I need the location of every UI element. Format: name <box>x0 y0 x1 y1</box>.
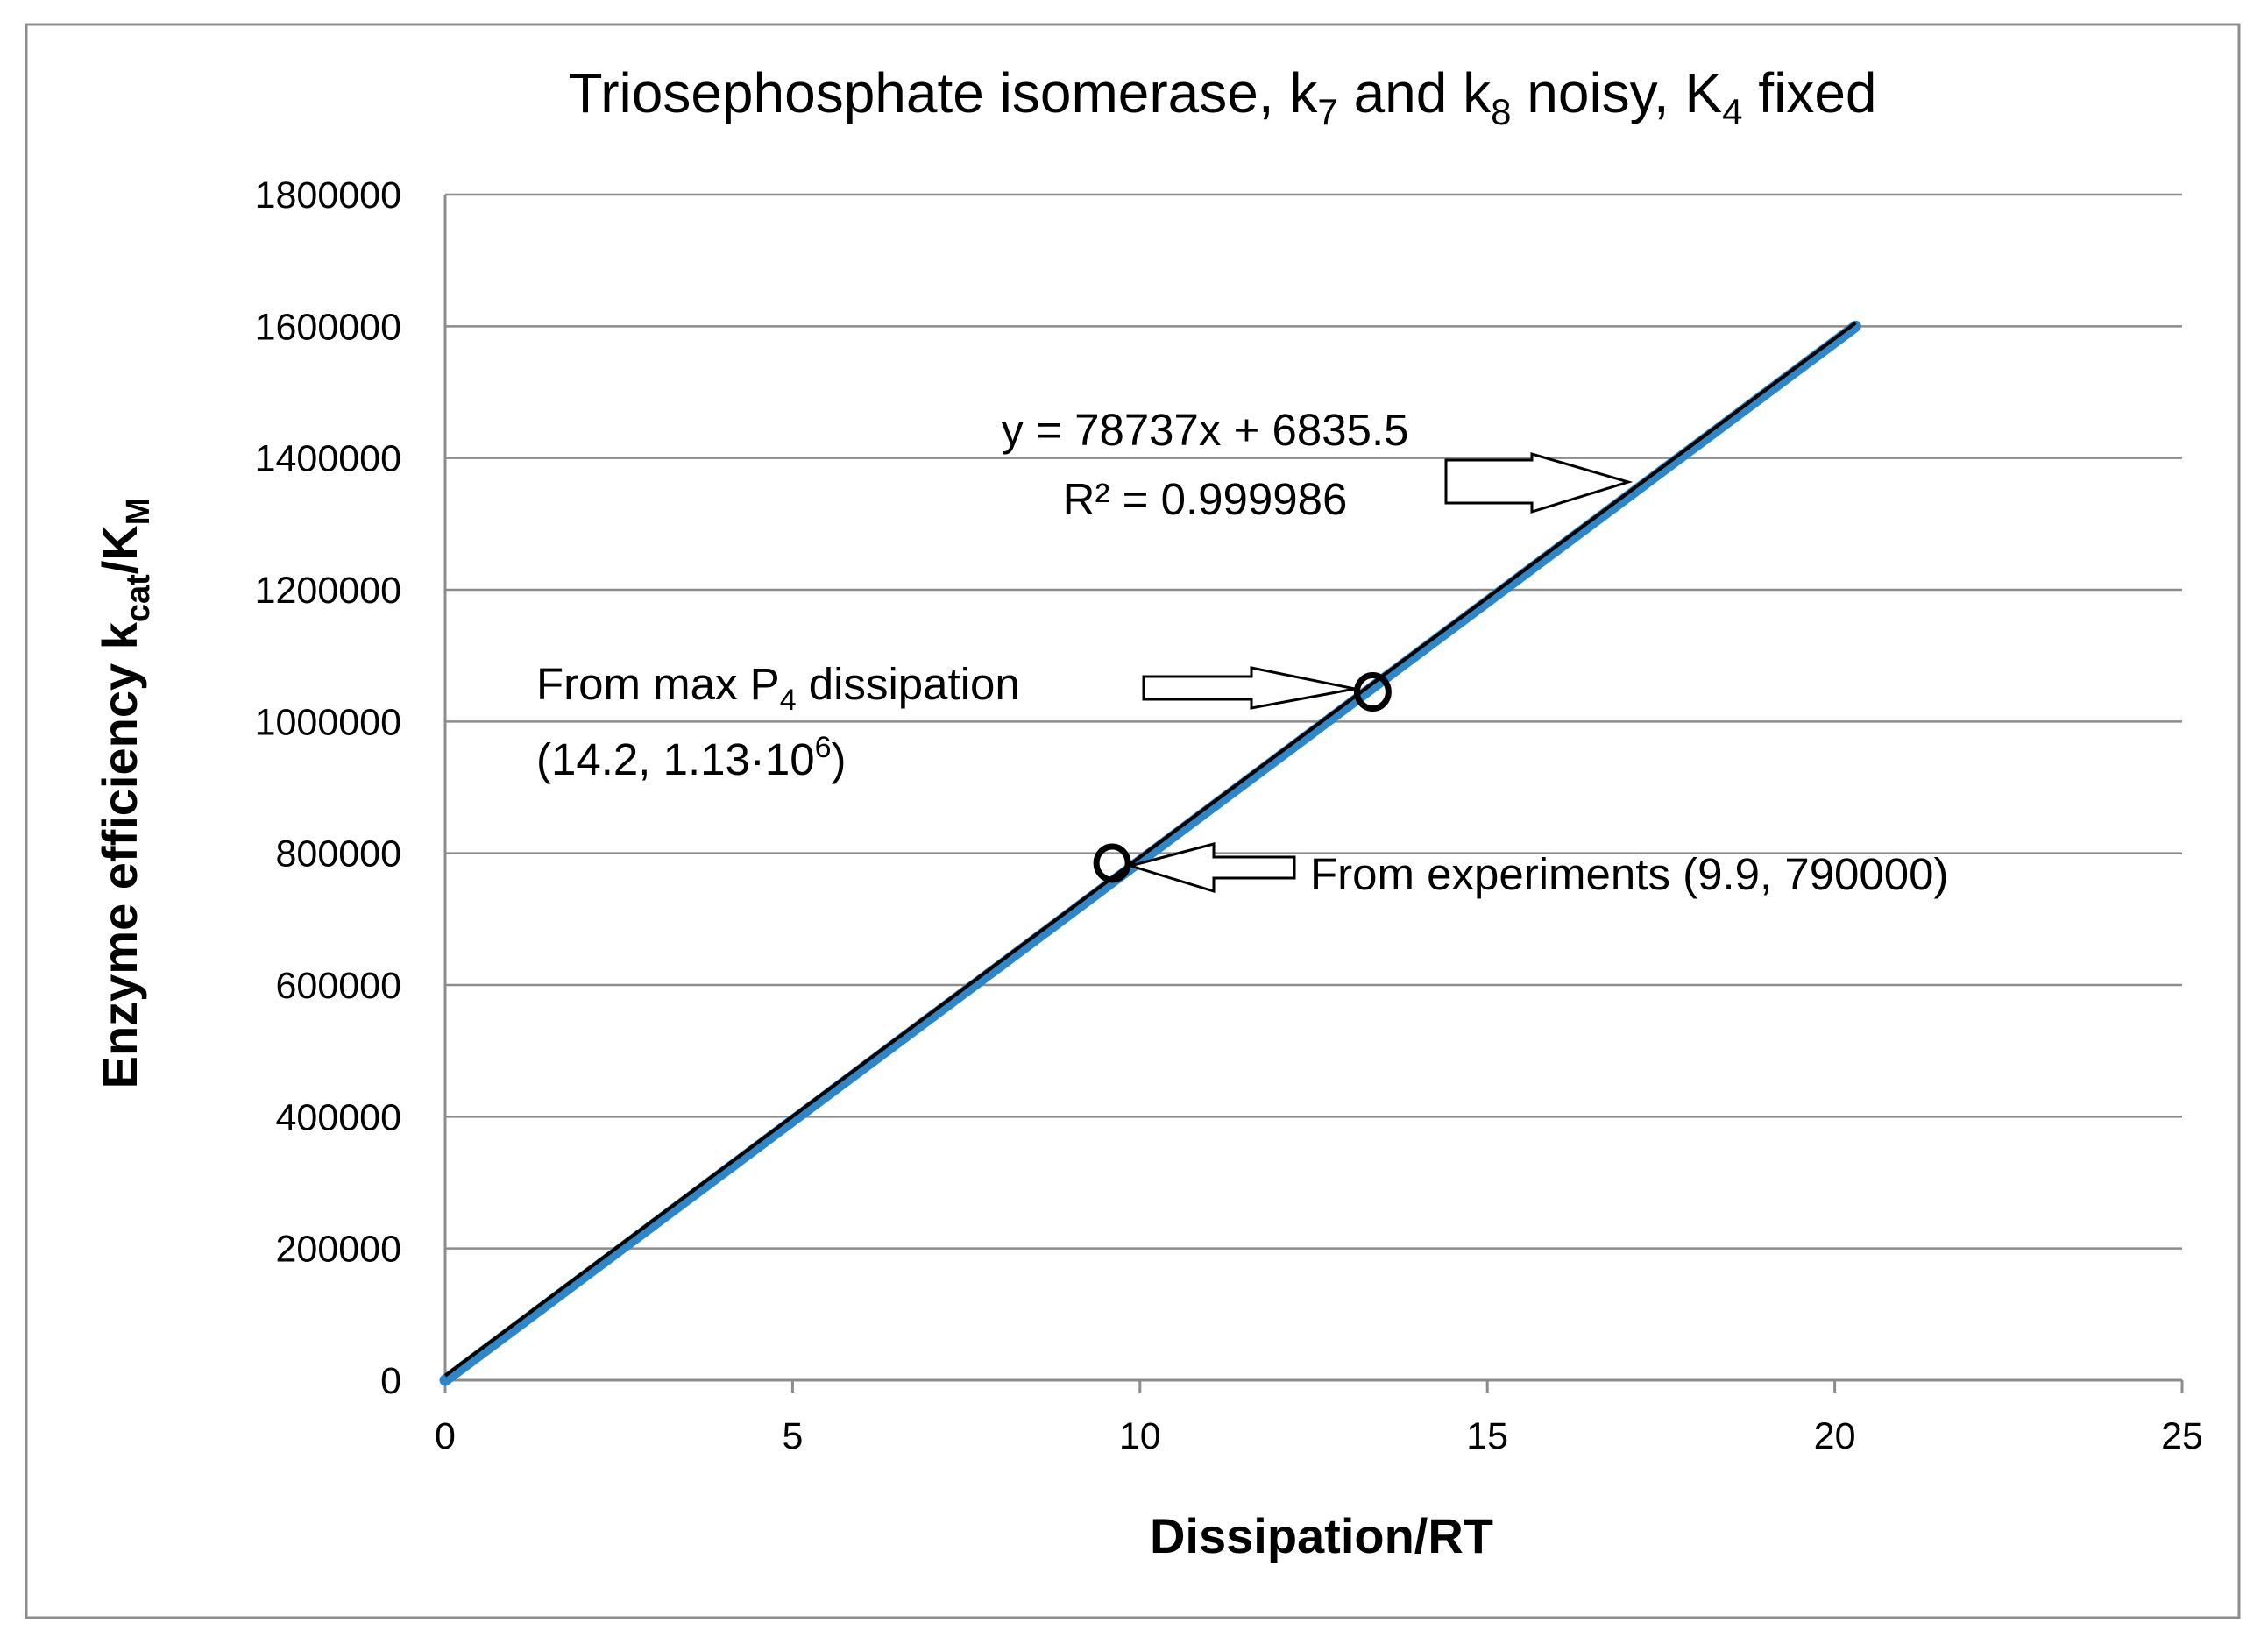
x-tick-label-15: 15 <box>1466 1415 1508 1457</box>
x-tick-label-10: 10 <box>1119 1415 1161 1457</box>
y-tick-label-1800000: 1800000 <box>255 174 401 216</box>
y-tick-label-600000: 600000 <box>276 965 402 1007</box>
y-tick-label-800000: 800000 <box>276 833 402 875</box>
trendline <box>443 321 1857 1378</box>
y-tick-label-1200000: 1200000 <box>255 570 401 612</box>
data-series-line <box>439 320 1861 1386</box>
y-tick-label-1600000: 1600000 <box>255 306 401 348</box>
chart-border <box>25 23 2241 1619</box>
trendline-equation: y = 78737x + 6835.5 <box>1001 405 1408 455</box>
y-tick-label-0: 0 <box>380 1360 401 1402</box>
arrow-to-experiments-marker <box>1125 842 1296 894</box>
y-tick-label-400000: 400000 <box>276 1096 402 1138</box>
x-tick-label-0: 0 <box>435 1415 456 1457</box>
x-tick-label-20: 20 <box>1814 1415 1856 1457</box>
x-tick-label-5: 5 <box>782 1415 803 1457</box>
y-tick-label-1400000: 1400000 <box>255 438 401 480</box>
trendline-r2: R² = 0.999986 <box>1063 474 1348 524</box>
arrow-to-max-p4-marker <box>1142 666 1356 710</box>
x-tick-marks <box>443 1380 2184 1393</box>
marker-experiments <box>1093 843 1131 883</box>
marker-max-p4-dissipation <box>1353 672 1392 712</box>
chart-title: Triosephosphate isomerase, k7 and k8 noi… <box>568 61 1876 132</box>
grid-lines <box>445 193 2182 1250</box>
annotation-max-p4-line2: (14.2, 1.13·106) <box>536 731 846 784</box>
y-tick-label-1000000: 1000000 <box>255 701 401 743</box>
x-tick-label-25: 25 <box>2161 1415 2203 1457</box>
x-axis-title: Dissipation/RT <box>1150 1508 1493 1563</box>
y-tick-label-200000: 200000 <box>276 1229 402 1271</box>
x-tick-labels: 0 5 10 15 20 25 <box>435 1415 2203 1457</box>
annotation-max-p4-line1: From max P4 dissipation <box>536 659 1020 717</box>
arrow-to-trendline-equation <box>1444 452 1634 514</box>
y-tick-labels: 0 200000 400000 600000 800000 1000000 1200000 1… <box>255 174 401 1402</box>
annotation-experiments: From experiments (9.9, 790000) <box>1310 849 1949 899</box>
y-axis-title: Enzyme efficiency kcat/KM <box>92 498 157 1089</box>
